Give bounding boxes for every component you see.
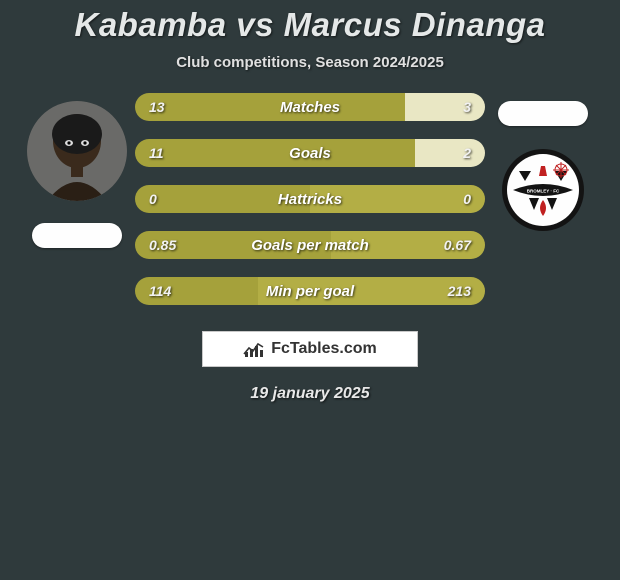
- stat-label: Hattricks: [135, 185, 485, 213]
- stat-label: Matches: [135, 93, 485, 121]
- footer-brand-badge: FcTables.com: [202, 331, 418, 367]
- stat-label: Goals: [135, 139, 485, 167]
- right-club-logo: BROMLEY · FC: [501, 148, 585, 232]
- player-avatar-icon: [27, 101, 127, 201]
- stat-bar-row: 112Goals: [135, 139, 485, 167]
- footer-date: 19 january 2025: [0, 385, 620, 403]
- left-player-column: [17, 93, 137, 248]
- left-team-logo-pill: [32, 223, 122, 248]
- stat-bar-row: 00Hattricks: [135, 185, 485, 213]
- stat-bar-row: 133Matches: [135, 93, 485, 121]
- page-title: Kabamba vs Marcus Dinanga: [0, 6, 620, 44]
- page-subtitle: Club competitions, Season 2024/2025: [0, 54, 620, 71]
- chart-icon: [243, 340, 265, 358]
- main-row: 133Matches 112Goals 00Hattricks 0.850.67Goa…: [0, 93, 620, 305]
- stat-bar-row: 0.850.67Goals per match: [135, 231, 485, 259]
- right-player-column: BROMLEY · FC: [483, 93, 603, 232]
- stat-bars: 133Matches 112Goals 00Hattricks 0.850.67Goa…: [135, 93, 485, 305]
- club-crest-icon: BROMLEY · FC: [501, 148, 585, 232]
- left-player-photo: [27, 101, 127, 201]
- right-team-logo-pill: [498, 101, 588, 126]
- stat-label: Goals per match: [135, 231, 485, 259]
- comparison-card: Kabamba vs Marcus Dinanga Club competiti…: [0, 0, 620, 403]
- stat-label: Min per goal: [135, 277, 485, 305]
- footer-brand-text: FcTables.com: [271, 340, 377, 358]
- svg-text:BROMLEY · FC: BROMLEY · FC: [527, 189, 560, 194]
- stat-bar-row: 114213Min per goal: [135, 277, 485, 305]
